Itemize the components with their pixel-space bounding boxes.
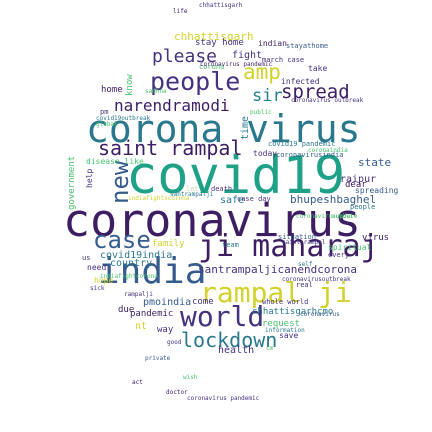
word-corona: corona <box>199 63 225 71</box>
word-coronavirusoutbreak: coronavirusoutbreak <box>282 276 351 283</box>
word-rampalji: rampalji <box>124 291 153 298</box>
word-chhattisgarh-top: chhattisgarh <box>199 2 243 9</box>
word-covid19-pandemic: covid19 pandemic <box>268 140 336 148</box>
word-please: please <box>152 46 218 67</box>
word-life: life <box>173 8 188 15</box>
word-saint-rampal: saint rampal <box>98 136 243 160</box>
word-raipur: raipur <box>340 174 377 185</box>
word-number: number <box>332 213 354 220</box>
word-information: information <box>265 327 305 334</box>
word-coronavirus-pandemic: coronavirus pandemic <box>187 395 260 402</box>
word-pmoindia: pmoindia <box>143 297 192 308</box>
word-health: health <box>218 345 255 356</box>
word-situation: situation <box>278 233 316 241</box>
word-stayathome: stayathome <box>286 42 329 50</box>
word-global: global <box>96 121 118 128</box>
word-good: good <box>167 339 182 346</box>
word-case-day: case day <box>237 195 271 203</box>
word-case: case <box>93 226 151 254</box>
word-real: real <box>296 281 313 289</box>
word-home: home <box>101 85 123 95</box>
word-covid19: covid19 <box>126 146 346 206</box>
word-amp: amp <box>243 60 281 84</box>
word-self: self <box>298 261 313 268</box>
word-wish: wish <box>183 374 198 381</box>
word-sick: sick <box>90 285 105 292</box>
word-sir: sir <box>252 86 283 106</box>
word-let: let <box>186 185 199 193</box>
word-spread: spread <box>281 81 350 103</box>
word-team: team <box>222 241 239 249</box>
word-death: death <box>211 185 233 193</box>
word-whole-world: whole world <box>262 298 309 306</box>
word-corona-virus: corona virus <box>86 107 361 151</box>
word-indian: indian <box>258 39 287 48</box>
word-nt: nt <box>135 321 148 332</box>
word-take: take <box>308 64 328 73</box>
word-state: state <box>358 156 392 169</box>
word-santrampalji: santrampalji <box>170 191 214 198</box>
word-due: due <box>118 305 135 315</box>
word-hope: hope <box>94 276 114 285</box>
word-people: people <box>150 67 241 96</box>
word-indiafightcorona: indiafightcorona <box>100 273 158 280</box>
word-covid19india: covid19india <box>100 250 173 261</box>
word-private: private <box>145 355 171 362</box>
word-time: time <box>240 115 251 140</box>
word-cm: cm <box>266 345 274 352</box>
word-pm: pm <box>100 108 109 116</box>
word-chhattisgarhcmo: chhattisgarhcmo <box>252 307 334 317</box>
word-every: every <box>328 251 350 259</box>
word-spreading: spreading <box>355 186 399 195</box>
word-bhupeshbaghel: bhupeshbaghel <box>290 193 377 206</box>
word-safe: safe <box>220 195 245 206</box>
word-virus: virus <box>362 233 390 243</box>
word-spiritual: spiritual <box>328 243 372 252</box>
word-coronavirus-outbreak: coronavirus outbreak <box>291 97 364 104</box>
word-know: know <box>125 74 135 96</box>
word-santrampaljicanendcorona: santrampaljicanendcorona <box>198 263 357 276</box>
word-coronaindia: coronaindia <box>308 147 348 154</box>
word-india: india <box>98 251 207 292</box>
word-narendramodi: narendramodi <box>114 96 230 115</box>
word-coronavirus-pandemic-2: coronavirus pandemic <box>200 61 273 68</box>
word-act: act <box>132 379 143 386</box>
word-sadhna: sadhna <box>145 88 167 95</box>
word-indiafightscorona: indiafightscorona <box>128 195 190 202</box>
word-world: world <box>180 300 265 333</box>
word-need: need <box>87 263 107 272</box>
word-rampal-ji: rampal ji <box>200 276 352 309</box>
word-today: today <box>253 149 278 158</box>
word-government: government <box>67 155 77 210</box>
word-fight: fight <box>232 50 263 61</box>
word-people-small: people <box>350 203 376 211</box>
word-country: country <box>110 258 153 269</box>
word-coronavirus: coronavirus <box>63 194 362 247</box>
word-public: public <box>250 109 272 116</box>
word-us: us <box>82 254 91 262</box>
word-chhattisgarh-yellow: chhattisgarh <box>174 30 254 43</box>
word-doctor: doctor <box>166 389 188 396</box>
word-come: come <box>192 297 214 307</box>
word-coronavirus-small: coronavirus <box>300 311 340 318</box>
word-way: way <box>157 325 174 335</box>
word-lockdown: lockdown <box>181 328 278 352</box>
word-disease-like: disease like <box>86 157 144 166</box>
word-pandemic: pandemic <box>130 309 174 319</box>
word-covid19outbreak: covid19outbreak <box>96 115 151 122</box>
word-coronavirusupdate: coronavirusupdate <box>296 213 358 220</box>
word-save: save <box>279 331 299 340</box>
word-request: request <box>262 319 300 329</box>
word-coronavirusindia: coronavirusindia <box>276 151 344 159</box>
word-help: help <box>85 168 94 188</box>
word-ji-maharaj: ji maharaj <box>198 229 379 264</box>
word-march-case: march case <box>262 56 305 64</box>
word-infected: infected <box>281 77 320 86</box>
word-family: family <box>152 239 185 249</box>
word-saint-rampal-small: saint rampal <box>282 239 326 246</box>
word-dear: dear <box>345 180 367 190</box>
word-stay-home: stay home <box>195 38 244 48</box>
